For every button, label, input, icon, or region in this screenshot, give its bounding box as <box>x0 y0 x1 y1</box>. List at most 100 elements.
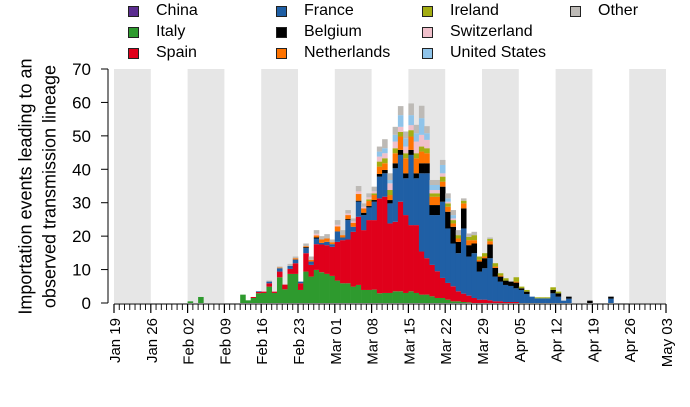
bar-segment-united-states <box>429 184 435 191</box>
bar-segment-spain <box>350 231 357 287</box>
bar-segment-other <box>329 239 336 243</box>
bar-segment-spain <box>487 300 493 303</box>
bar-segment-france <box>345 220 351 240</box>
bar-segment-switzerland <box>429 190 435 194</box>
legend-swatch <box>128 47 139 59</box>
bar-segment-other <box>445 193 451 199</box>
bar-segment-ireland <box>392 148 399 154</box>
x-tick-label: Feb 09 <box>217 318 234 365</box>
legend-swatch <box>128 5 139 17</box>
bar-segment-italy <box>434 297 441 303</box>
bar-segment-spain <box>455 291 462 302</box>
bar-segment-spain <box>387 223 393 293</box>
legend-swatch <box>570 5 581 17</box>
bar-segment-other <box>387 173 393 180</box>
legend-label: Other <box>598 2 639 19</box>
bar-segment-italy <box>187 301 194 303</box>
legend-label: Netherlands <box>304 44 391 61</box>
bar-segment-netherlands <box>487 241 493 245</box>
bar-segment-ireland <box>545 297 551 299</box>
bar-segment-switzerland <box>424 139 430 149</box>
bar-segment-other <box>287 263 294 266</box>
legend-item-other: Other <box>570 1 638 21</box>
bar-segment-italy <box>424 294 430 303</box>
bar-segment-ireland <box>439 176 446 182</box>
legend-item-italy: Italy <box>128 22 185 42</box>
week-band <box>555 69 593 303</box>
bar-segment-belgium <box>313 237 320 239</box>
bar-segment-spain <box>482 299 488 303</box>
bar-segment-france <box>476 271 483 300</box>
bar-segment-united-states <box>439 164 446 174</box>
bar-segment-spain <box>376 198 383 294</box>
bar-segment-italy <box>245 300 251 303</box>
bar-segment-belgium <box>361 212 367 216</box>
legend-swatch <box>276 5 287 17</box>
bar-segment-spain <box>503 301 509 303</box>
bar-segment-belgium <box>513 282 520 289</box>
legend-item-china: China <box>128 1 198 21</box>
bar-segment-spain <box>308 264 315 277</box>
bar-segment-ireland <box>518 286 525 289</box>
bar-segment-switzerland <box>376 156 383 162</box>
bar-segment-netherlands <box>292 258 299 260</box>
bar-segment-other <box>439 159 446 165</box>
bar-segment-italy <box>250 297 257 303</box>
bar-segment-italy <box>282 289 288 303</box>
bar-segment-ireland <box>408 130 414 137</box>
bar-segment-spain <box>271 291 278 293</box>
legend-label: United States <box>450 44 547 61</box>
bar-segment-netherlands <box>413 158 420 174</box>
bar-segment-spain <box>319 244 325 273</box>
bar-segment-france <box>287 265 294 269</box>
bar-segment-ireland <box>513 277 520 282</box>
bar-segment-france <box>392 168 399 222</box>
bar-segment-italy <box>276 277 283 303</box>
bar-segment-france <box>466 256 472 296</box>
bar-segment-ireland <box>366 199 372 202</box>
bar-segment-france <box>524 293 530 303</box>
bar-segment-united-states <box>434 184 441 191</box>
bar-segment-italy <box>455 301 462 303</box>
bar-segment-netherlands <box>450 223 457 227</box>
bar-segment-belgium <box>366 206 372 208</box>
x-tick-label: Jan 26 <box>144 318 161 363</box>
x-tick-label: Mar 22 <box>438 318 455 365</box>
bar-segment-belgium <box>408 149 414 155</box>
bar-segment-switzerland <box>392 141 399 149</box>
bar-segment-other <box>361 203 367 207</box>
bar-segment-italy <box>340 283 346 303</box>
bar-segment-united-states <box>445 198 451 202</box>
bar-segment-ireland <box>424 148 430 154</box>
bar-segment-united-states <box>403 138 409 147</box>
bar-segment-netherlands <box>492 266 499 268</box>
bar-segment-ireland <box>429 193 435 197</box>
bar-segment-netherlands <box>408 136 414 150</box>
bar-segment-italy <box>345 283 351 303</box>
legend-label: Switzerland <box>450 23 533 40</box>
bar-segment-netherlands <box>329 242 336 245</box>
bar-segment-belgium <box>492 267 499 277</box>
bar-segment-belgium <box>355 200 362 202</box>
bar-segment-netherlands <box>424 153 430 164</box>
bar-segment-switzerland <box>445 201 451 204</box>
bar-segment-italy <box>303 271 309 303</box>
bar-segment-spain <box>392 221 399 292</box>
legend-item-united-states: United States <box>422 43 546 63</box>
bar-segment-italy <box>418 294 425 303</box>
bar-segment-belgium <box>413 173 420 179</box>
y-tick-label: 40 <box>72 160 91 179</box>
bar-segment-ireland <box>534 297 541 299</box>
legend-swatch <box>276 47 287 59</box>
bar-segment-netherlands <box>308 259 315 262</box>
bar-segment-spain <box>439 277 446 298</box>
bar-segment-spain <box>276 271 283 278</box>
bar-segment-belgium <box>503 280 509 285</box>
bar-segment-france <box>350 226 357 232</box>
bar-segment-united-states <box>387 179 393 184</box>
x-tick-label: Jan 19 <box>107 318 124 363</box>
bar-segment-switzerland <box>334 224 341 227</box>
bar-segment-spain <box>371 220 378 290</box>
bar-segment-other <box>308 256 315 260</box>
bar-segment-ireland <box>460 200 467 204</box>
